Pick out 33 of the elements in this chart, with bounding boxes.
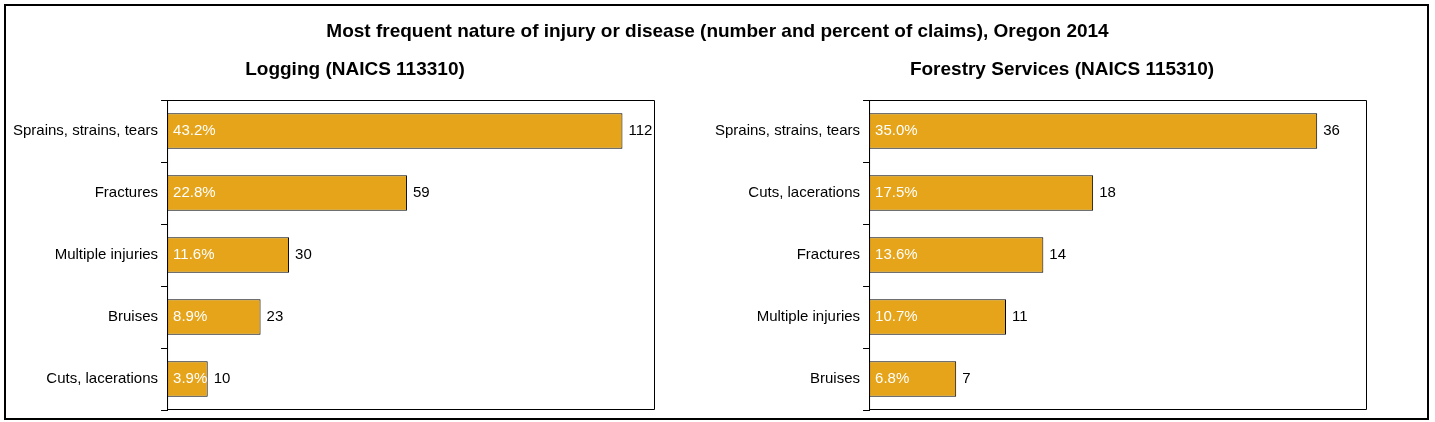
annotation: 3.9% — [173, 369, 208, 387]
data-label: 112 — [628, 121, 653, 139]
chart-subtitle: Logging (NAICS 113310) — [244, 58, 466, 81]
y-tick-label: Sprains, strains, tears — [714, 121, 861, 139]
data-label: 59 — [412, 183, 430, 201]
data-label: 30 — [295, 245, 312, 263]
data-label: 11 — [1011, 307, 1028, 325]
data-label: 14 — [1049, 245, 1067, 263]
annotation: 22.8% — [173, 183, 216, 201]
annotation: 17.5% — [875, 183, 918, 201]
y-tick-label: Multiple injuries — [54, 245, 159, 263]
annotation: 6.8% — [875, 369, 910, 387]
y-tick-label: Fractures — [94, 183, 159, 201]
annotation: 11.6% — [173, 245, 215, 263]
y-tick-label: Fractures — [796, 245, 861, 263]
annotation: 13.6% — [875, 245, 918, 263]
annotation: 10.7% — [875, 307, 918, 325]
chart-subtitle: Forestry Services (NAICS 115310) — [908, 58, 1216, 81]
annotation: 35.0% — [875, 121, 918, 139]
data-label: 23 — [266, 307, 284, 325]
text: Most frequent nature of injury or disease (number and percent of claims), Oregon 2014 — [325, 20, 1110, 42]
y-tick-label: Sprains, strains, tears — [12, 121, 159, 139]
data-label: 10 — [213, 369, 231, 387]
y-tick-label: Cuts, lacerations — [748, 183, 861, 201]
data-label: 36 — [1323, 121, 1340, 139]
annotation: 43.2% — [173, 121, 216, 139]
data-label: 7 — [962, 369, 971, 387]
y-tick-label: Multiple injuries — [756, 307, 861, 325]
annotation: 8.9% — [173, 307, 208, 325]
y-tick-label: Bruises — [810, 369, 861, 387]
y-tick-label: Bruises — [108, 307, 159, 325]
y-tick-label: Cuts, lacerations — [46, 369, 159, 387]
data-label: 18 — [1099, 183, 1116, 201]
